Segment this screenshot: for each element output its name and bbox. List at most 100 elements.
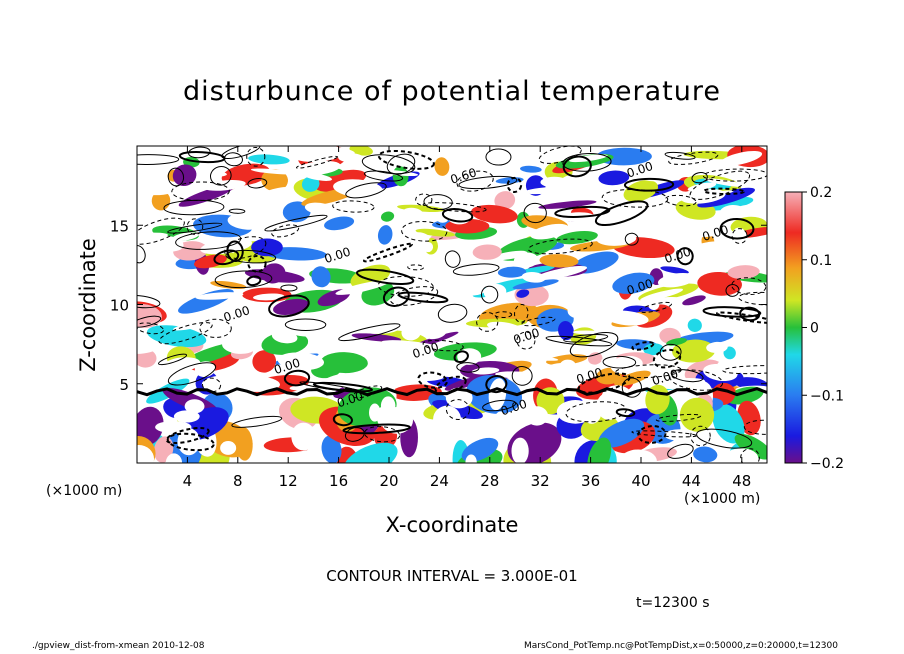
field-cell [194, 254, 227, 269]
contour-line [437, 303, 468, 323]
contour-line [482, 399, 517, 412]
field-cell [598, 170, 630, 186]
contour-line [664, 194, 697, 207]
contour-line [456, 170, 494, 192]
field-cell [199, 314, 252, 334]
contour-line [434, 375, 467, 395]
contour-line [738, 291, 767, 306]
contour-line [407, 264, 424, 271]
contour-line [569, 332, 619, 358]
field-cell [630, 296, 678, 305]
field-cell [137, 343, 162, 354]
contour-line [623, 177, 675, 192]
y-axis: 5 10 15 [110, 217, 767, 394]
field-cell [569, 154, 608, 163]
field-cell [399, 317, 440, 323]
contour-line [545, 335, 613, 347]
field-cell [627, 218, 641, 230]
contour-line [166, 432, 215, 452]
field-cell [516, 289, 530, 298]
field-cell [742, 250, 767, 255]
field-cell [137, 258, 146, 269]
contour-line [224, 152, 243, 167]
field-cell [306, 146, 355, 156]
contour-band [137, 387, 767, 397]
x-axis-label: X-coordinate [385, 513, 519, 537]
x-tick-label: 20 [379, 472, 398, 490]
contour-line [231, 415, 283, 428]
colorbar-tick-label: 0 [810, 321, 819, 337]
field-cell [320, 352, 368, 374]
contour-line [246, 275, 262, 287]
footer-left: ./gpview_dist-from-xmean 2010-12-08 [32, 641, 205, 651]
field-cell [343, 442, 398, 463]
contour-line [719, 218, 755, 240]
contour-line [247, 178, 268, 189]
field-cell [534, 266, 587, 281]
contour-line [284, 318, 327, 331]
x-tick-label: 40 [631, 472, 650, 490]
x-tick-label: 8 [233, 472, 243, 490]
field-cell [666, 337, 687, 346]
contour-line [602, 355, 637, 369]
time-label: t=12300 s [636, 595, 710, 611]
field-cell [137, 303, 162, 328]
contour-line [157, 353, 188, 366]
contour-line [638, 301, 673, 313]
contour-lines [137, 146, 767, 463]
contour-line [655, 413, 702, 422]
contour-line [614, 364, 682, 379]
field-cell [146, 325, 207, 348]
contour-line [417, 371, 448, 389]
contour-line [137, 217, 185, 245]
field-cell [401, 207, 425, 222]
field-cell [261, 168, 288, 192]
colorbar-gradient [784, 191, 803, 464]
contour-line [225, 249, 277, 264]
field-cell [165, 372, 180, 379]
contour-line [637, 425, 667, 444]
field-cell [252, 350, 277, 373]
field-cell [599, 398, 626, 407]
x-tick-label: 28 [480, 472, 499, 490]
contour-line [722, 365, 767, 375]
contour-line [158, 322, 213, 345]
x-tick-label: 24 [430, 472, 449, 490]
field-cell [377, 225, 393, 245]
field-cell [520, 165, 542, 173]
contour-line [521, 316, 556, 327]
contour-line [397, 291, 449, 304]
field-cell [407, 232, 430, 245]
contour-line [167, 167, 185, 187]
field-cell [220, 441, 237, 455]
field-cell [282, 201, 311, 223]
field-cell [137, 406, 164, 446]
contour-line [725, 284, 740, 297]
contour-line [563, 333, 609, 343]
field-cell [201, 375, 246, 393]
y-tick-label: 15 [110, 217, 129, 235]
x-unit-label-left: (×1000 m) [46, 483, 123, 499]
contour-line [246, 146, 266, 167]
field-cell [248, 154, 290, 165]
contour-line [493, 311, 513, 318]
contour-line [422, 202, 487, 213]
field-cell [295, 160, 341, 176]
field-cell [657, 272, 696, 288]
field-cell [196, 173, 221, 181]
contour-line [690, 425, 711, 447]
contour-line [201, 377, 222, 393]
x-tick-label: 12 [279, 472, 298, 490]
field-cell [381, 340, 436, 349]
contour-line [167, 222, 223, 234]
field-cell [706, 341, 728, 353]
field-cell [137, 232, 168, 242]
x-tick-label: 36 [581, 472, 600, 490]
contour-line [538, 146, 582, 164]
x-unit-label-right: (×1000 m) [684, 491, 761, 507]
field-cell [400, 299, 451, 316]
contour-line [280, 284, 298, 292]
contour-line [702, 187, 745, 195]
field-cell [727, 265, 760, 280]
